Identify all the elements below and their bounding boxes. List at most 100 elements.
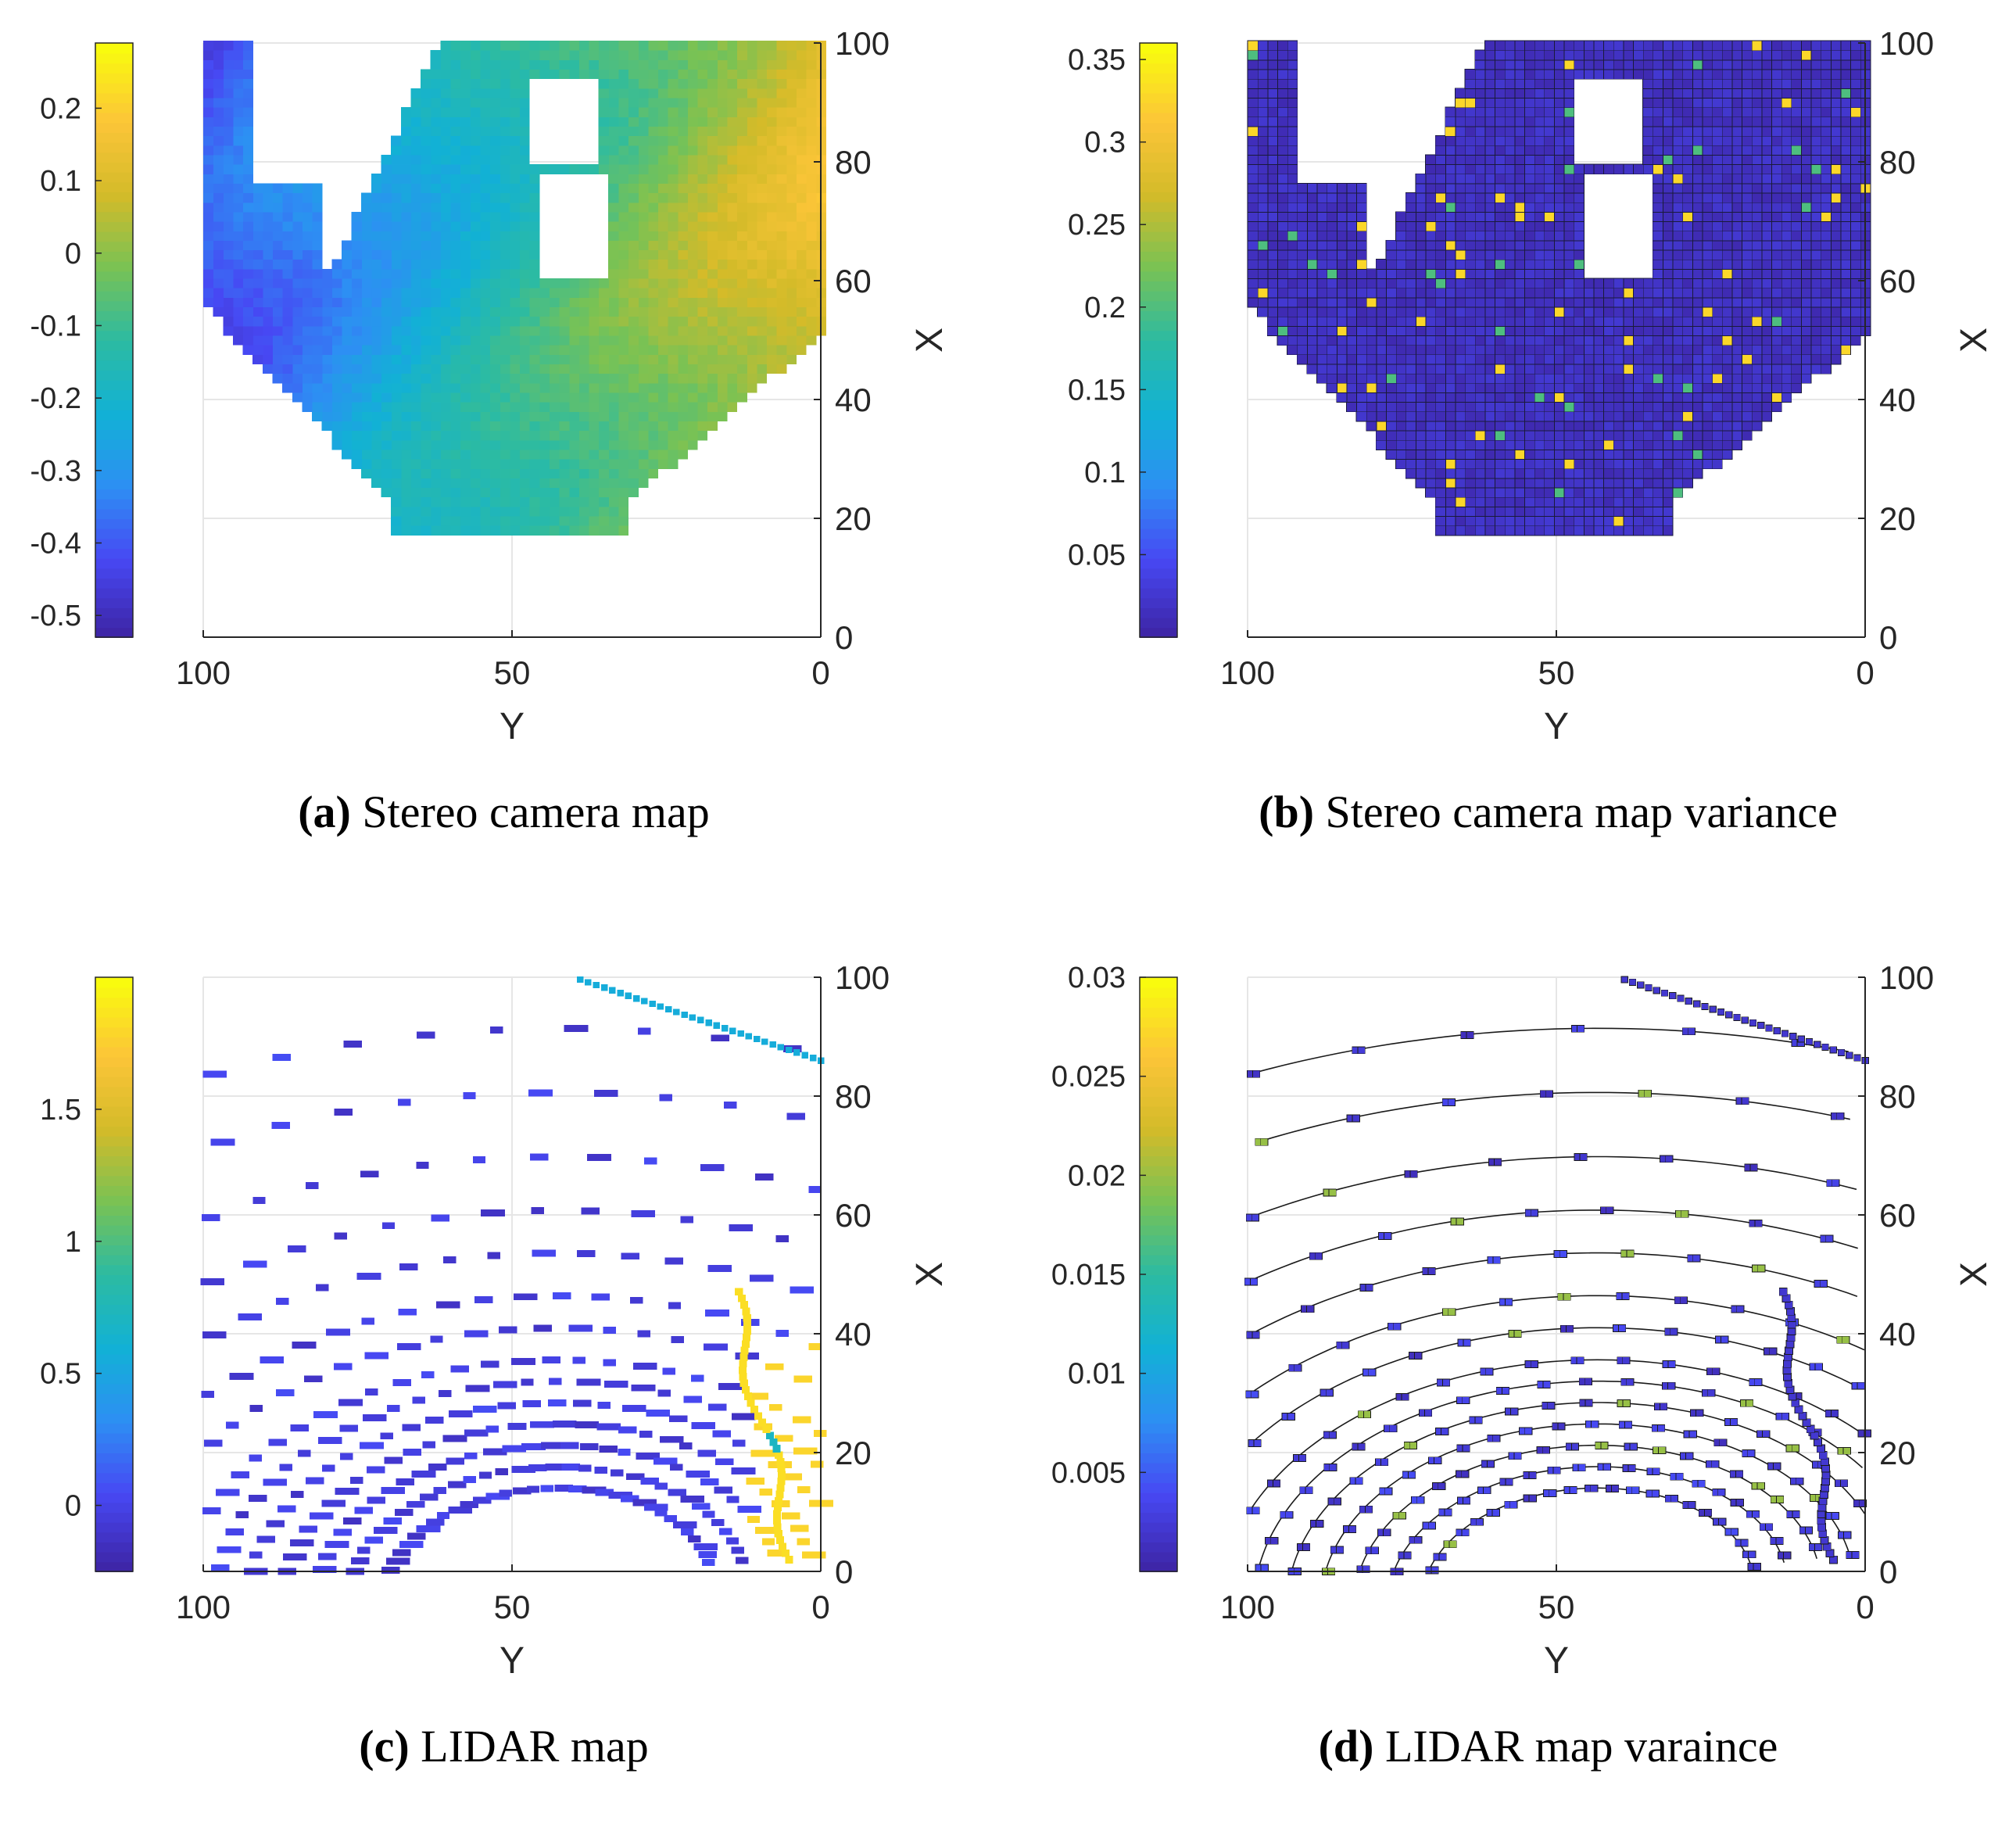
- heat-cell: [1386, 317, 1396, 327]
- heat-cell: [1563, 421, 1574, 431]
- heat-cell: [1791, 221, 1801, 231]
- heat-cell: [1514, 202, 1524, 213]
- heat-cell: [1593, 278, 1603, 288]
- heat-cell: [1722, 231, 1732, 241]
- heat-cell: [727, 174, 737, 184]
- heat-cell: [352, 278, 362, 288]
- heat-cell: [1524, 411, 1534, 421]
- heat-cell: [648, 269, 658, 279]
- heat-cell: [1534, 183, 1545, 193]
- heat-cell: [1563, 335, 1574, 346]
- heat-cell: [1484, 269, 1495, 279]
- heat-cell: [381, 249, 392, 260]
- heat-cell: [1821, 288, 1831, 298]
- heat-cell: [1731, 240, 1742, 250]
- heat-cell: [1554, 431, 1564, 441]
- heat-cell: [1316, 354, 1327, 364]
- heat-cell: [1761, 145, 1771, 156]
- heat-cell: [1445, 221, 1456, 231]
- heat-cell: [1840, 164, 1850, 174]
- heat-cell: [776, 335, 786, 346]
- heat-cell: [431, 383, 441, 393]
- colorbar-step: [1140, 597, 1177, 608]
- heat-cell: [371, 335, 381, 346]
- heat-cell: [500, 69, 510, 79]
- heat-cell: [697, 88, 707, 99]
- heat-cell: [657, 212, 668, 222]
- heat-cell: [440, 174, 450, 184]
- heat-cell: [1850, 297, 1860, 307]
- heat-cell: [717, 306, 727, 317]
- heat-cell: [282, 269, 292, 279]
- heat-cell: [1426, 183, 1436, 193]
- heat-cell: [1316, 193, 1327, 203]
- heat-cell: [687, 145, 697, 156]
- heat-cell: [1712, 421, 1722, 431]
- heat-cell: [1613, 468, 1624, 478]
- colorbar-step: [95, 181, 133, 192]
- heat-cell: [1722, 317, 1732, 327]
- heat-cell: [1495, 69, 1505, 79]
- heat-cell: [1821, 107, 1831, 117]
- heat-cell: [1258, 193, 1268, 203]
- heat-cell: [1781, 164, 1792, 174]
- heat-cell: [361, 306, 371, 317]
- heat-cell: [401, 317, 411, 327]
- heat-cell: [1692, 164, 1703, 174]
- heat-cell: [431, 98, 441, 108]
- heat-cell: [628, 183, 639, 193]
- heat-cell: [480, 278, 490, 288]
- heat-cell: [1316, 297, 1327, 307]
- heat-cell: [470, 297, 480, 307]
- heat-cell: [687, 164, 697, 174]
- heat-cell: [1682, 221, 1692, 231]
- heat-cell: [213, 126, 224, 136]
- heat-cell: [1831, 345, 1841, 355]
- heat-cell: [1396, 459, 1406, 469]
- heat-cell: [648, 260, 658, 270]
- heat-cell: [480, 155, 490, 165]
- heat-cell: [1623, 440, 1633, 450]
- heat-cell: [1267, 288, 1277, 298]
- heat-cell: [1396, 249, 1406, 260]
- heat-cell: [263, 260, 273, 270]
- heat-cell: [480, 240, 490, 250]
- heat-cell: [450, 231, 460, 241]
- heat-cell: [352, 269, 362, 279]
- heat-cell: [1337, 260, 1347, 270]
- heat-cell: [1673, 69, 1683, 79]
- heat-cell: [391, 183, 401, 193]
- heat-cell: [1831, 164, 1841, 174]
- heat-cell: [410, 126, 421, 136]
- heat-cell: [648, 231, 658, 241]
- heat-cell: [1505, 497, 1515, 507]
- heat-cell: [1277, 249, 1287, 260]
- heat-cell: [687, 249, 697, 260]
- heat-cell: [480, 335, 490, 346]
- heat-cell: [757, 88, 767, 99]
- heat-cell: [440, 411, 450, 421]
- heat-cell: [421, 164, 431, 174]
- heat-cell: [559, 374, 569, 384]
- heat-cell: [1731, 59, 1742, 70]
- heat-cell: [1524, 497, 1534, 507]
- heat-cell: [776, 260, 786, 270]
- heat-cell: [1702, 164, 1712, 174]
- heat-cell: [1643, 402, 1653, 412]
- heat-cell: [766, 345, 776, 355]
- heat-cell: [529, 260, 539, 270]
- colorbar-step: [1140, 389, 1177, 400]
- heat-cell: [707, 249, 718, 260]
- heat-cell: [1682, 240, 1692, 250]
- heat-cell: [480, 136, 490, 146]
- heat-cell: [1682, 202, 1692, 213]
- heat-cell: [510, 525, 520, 536]
- heat-cell: [1484, 440, 1495, 450]
- heat-cell: [757, 41, 767, 51]
- heat-cell: [707, 278, 718, 288]
- heat-cell: [480, 183, 490, 193]
- heat-cell: [1673, 98, 1683, 108]
- heat-cell: [1752, 59, 1762, 70]
- heat-cell: [1465, 260, 1475, 270]
- heat-cell: [697, 431, 707, 441]
